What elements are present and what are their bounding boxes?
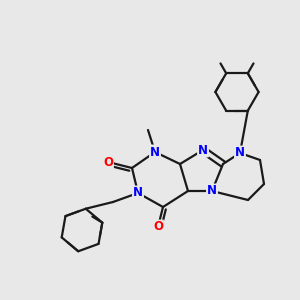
Text: N: N xyxy=(198,143,208,157)
Text: O: O xyxy=(153,220,163,233)
Text: N: N xyxy=(133,187,143,200)
Text: N: N xyxy=(207,184,217,197)
Text: O: O xyxy=(103,155,113,169)
Text: N: N xyxy=(150,146,160,158)
Text: N: N xyxy=(235,146,245,160)
